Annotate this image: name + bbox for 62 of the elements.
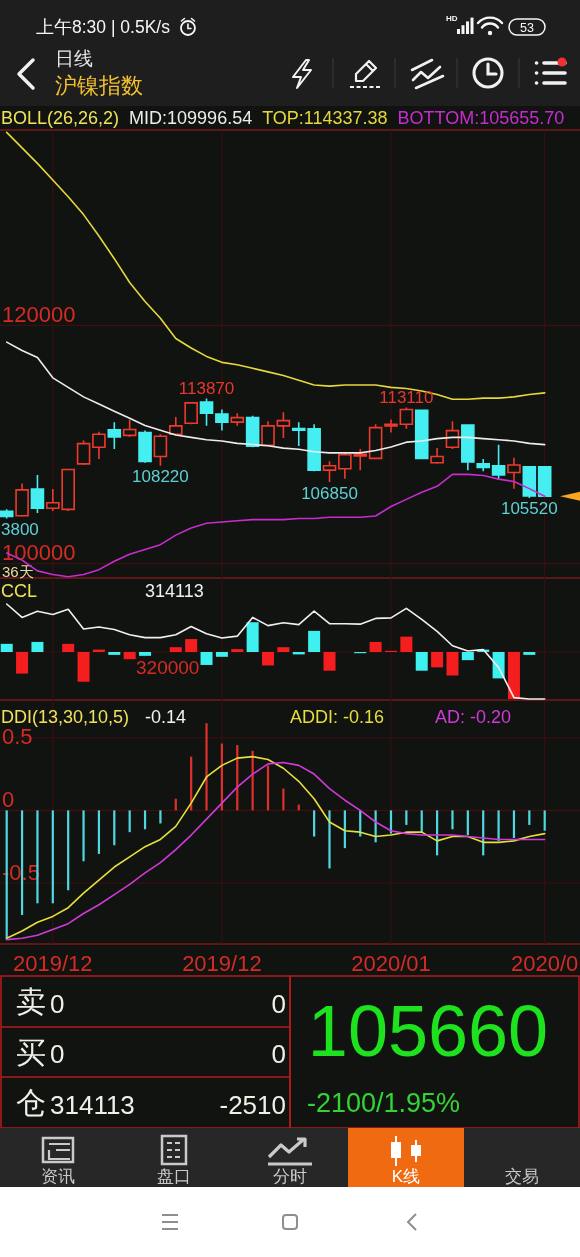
- bar: [215, 652, 228, 657]
- bar: [123, 652, 136, 660]
- annotation: 113870: [178, 378, 235, 398]
- legend: CCL 314113: [1, 581, 204, 601]
- text: 53: [520, 20, 534, 35]
- text: 买: [16, 1035, 46, 1069]
- text: 沪镍指数: [55, 74, 143, 98]
- text: 卖: [16, 985, 46, 1018]
- text: 日线: [55, 47, 93, 69]
- x-tick-label: 2020/01: [351, 950, 431, 976]
- text: 资讯: [41, 1166, 75, 1186]
- text: 0: [271, 1039, 286, 1069]
- bar: [323, 652, 336, 671]
- x-tick-label: 2020/0: [511, 950, 579, 976]
- text: 交易: [505, 1166, 539, 1186]
- y-tick-label: 100000: [2, 540, 76, 566]
- bar: [277, 647, 290, 652]
- x-axis-title: 36天: [2, 563, 34, 580]
- bar: [308, 630, 321, 652]
- bar: [262, 652, 275, 666]
- text: 盘口: [157, 1166, 191, 1186]
- text: -2100/1.95%: [307, 1088, 461, 1118]
- bar: [185, 639, 198, 652]
- text: K线: [391, 1166, 421, 1186]
- x-tick-label: 2019/12: [13, 950, 93, 976]
- bar: [446, 652, 459, 676]
- annotation: 108220: [132, 467, 189, 487]
- bar: [231, 649, 244, 652]
- annotation: 105520: [500, 499, 558, 519]
- bar: [139, 652, 152, 656]
- bar: [169, 647, 182, 652]
- text: -2510: [219, 1089, 286, 1120]
- bar: [62, 643, 75, 652]
- y-axis-title: 320000: [136, 656, 200, 678]
- text: 0: [271, 988, 286, 1019]
- bar: [461, 652, 474, 661]
- bar: [77, 652, 90, 682]
- bar: [16, 652, 29, 674]
- bar: [0, 643, 13, 652]
- bar: [431, 652, 444, 668]
- bar: [108, 652, 121, 655]
- text: 分时: [273, 1166, 307, 1186]
- annotation: 113110: [379, 388, 434, 407]
- text: 上午8:30 | 0.5K/s: [36, 17, 171, 37]
- bar: [246, 622, 259, 652]
- annotation: 3800: [1, 519, 39, 539]
- bar: [415, 652, 428, 671]
- y-tick-label: 120000: [2, 301, 76, 327]
- bar: [523, 652, 536, 655]
- bar: [507, 652, 520, 700]
- x-tick-label: 2019/12: [182, 950, 262, 976]
- bar: [369, 641, 382, 652]
- bar: [400, 636, 413, 652]
- text: 105660: [307, 991, 549, 1071]
- text: 314113: [50, 1089, 135, 1120]
- bar: [31, 641, 44, 652]
- text: HD: [446, 13, 458, 23]
- annotation: 106850: [301, 483, 358, 503]
- legend: BOLL(26,26,2) MID:109996.54 TOP:114337.38 BOTTOM:105655.70: [1, 108, 565, 128]
- text: 仓: [16, 1086, 46, 1119]
- bar: [200, 652, 213, 665]
- y-tick-label: 0: [2, 786, 15, 812]
